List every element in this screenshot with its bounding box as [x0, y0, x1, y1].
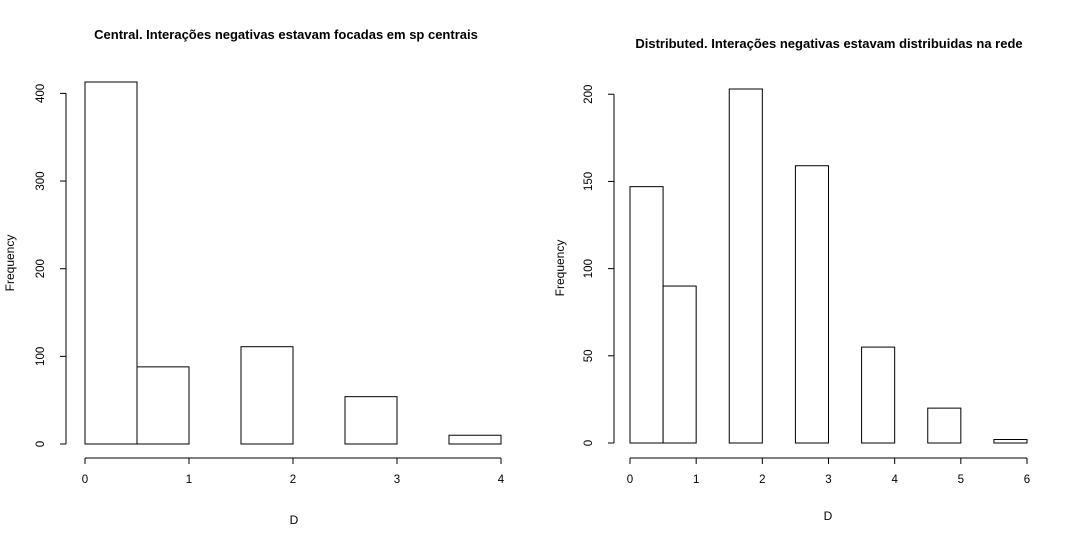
histogram-distributed: Distributed. Interações negativas estava…	[553, 36, 1030, 523]
y-tick-label: 100	[35, 347, 47, 366]
x-tick-label: 6	[1024, 474, 1030, 486]
x-axis: 0 1 2 3 4 5 6	[627, 457, 1030, 486]
histogram-bar	[240, 346, 294, 445]
y-tick-label: 300	[35, 171, 47, 190]
x-tick-label: 4	[498, 474, 505, 486]
x-axis-label: D	[824, 509, 833, 523]
x-tick-label: 3	[825, 474, 831, 486]
y-tick-label: 200	[35, 259, 47, 278]
x-tick-label: 3	[394, 474, 400, 486]
x-tick-label: 0	[82, 474, 88, 486]
histogram-bar	[448, 434, 502, 445]
y-tick-label: 100	[583, 259, 595, 278]
y-axis: 0 50 100 150 200	[583, 85, 615, 446]
chart-title: Distributed. Interações negativas estava…	[635, 36, 1022, 51]
x-tick-label: 1	[693, 474, 699, 486]
y-tick-label: 0	[583, 440, 595, 446]
bars-group	[629, 88, 1028, 444]
x-tick-label: 2	[759, 474, 765, 486]
histogram-central: Central. Interações negativas estavam fo…	[3, 27, 505, 527]
histogram-bar	[993, 439, 1028, 444]
histogram-bar	[662, 285, 697, 444]
histogram-bar	[344, 396, 398, 445]
histogram-bar	[927, 407, 962, 444]
x-axis: 0 1 2 3 4	[82, 457, 505, 486]
y-tick-label: 50	[583, 349, 595, 362]
histogram-bar	[84, 81, 138, 445]
y-tick-label: 150	[583, 172, 595, 191]
histogram-bar	[136, 366, 190, 445]
x-tick-label: 5	[958, 474, 964, 486]
x-tick-label: 0	[627, 474, 633, 486]
histogram-bar	[629, 186, 664, 444]
y-tick-label: 200	[583, 85, 595, 104]
y-tick-label: 0	[35, 441, 47, 447]
histogram-bar	[794, 165, 830, 444]
bars-group	[84, 81, 502, 445]
y-axis-label: Frequency	[3, 235, 17, 292]
y-tick-label: 400	[35, 84, 47, 103]
x-axis-label: D	[290, 513, 299, 527]
histogram-bar	[861, 346, 896, 444]
x-tick-label: 1	[186, 474, 192, 486]
y-axis-label: Frequency	[553, 240, 567, 297]
x-tick-label: 4	[891, 474, 898, 486]
chart-title: Central. Interações negativas estavam fo…	[94, 27, 478, 42]
histogram-bar	[728, 88, 763, 444]
x-tick-label: 2	[290, 474, 296, 486]
y-axis: 0 100 200 300 400	[35, 84, 67, 447]
